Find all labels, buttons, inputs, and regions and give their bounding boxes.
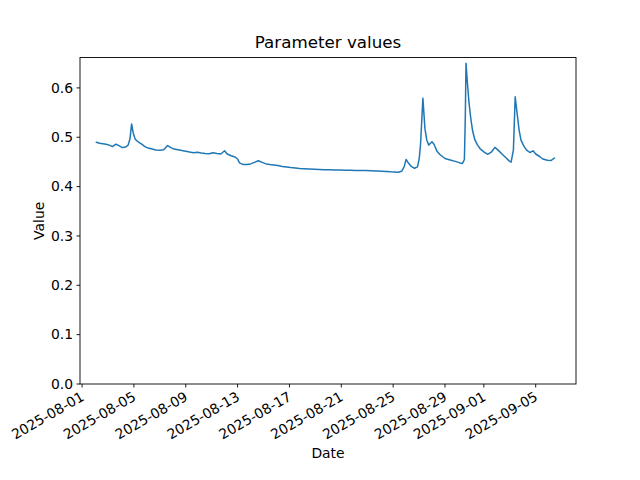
plot-frame bbox=[80, 58, 576, 385]
x-axis-ticks: 2025-08-012025-08-052025-08-092025-08-13… bbox=[9, 384, 541, 442]
y-tick-label: 0.5 bbox=[51, 129, 73, 145]
figure: 2025-08-012025-08-052025-08-092025-08-13… bbox=[0, 0, 640, 480]
data-series-line bbox=[96, 63, 554, 172]
y-tick-label: 0.4 bbox=[51, 178, 73, 194]
y-tick-label: 0.2 bbox=[51, 277, 73, 293]
x-axis-label: Date bbox=[311, 445, 344, 461]
axes-spines bbox=[80, 58, 576, 385]
y-tick-label: 0.1 bbox=[51, 326, 73, 342]
data-series bbox=[96, 63, 554, 172]
y-tick-label: 0.0 bbox=[51, 376, 73, 392]
y-tick-label: 0.3 bbox=[51, 228, 73, 244]
chart-title: Parameter values bbox=[255, 32, 401, 52]
y-tick-label: 0.6 bbox=[51, 80, 73, 96]
line-chart: 2025-08-012025-08-052025-08-092025-08-13… bbox=[0, 0, 640, 480]
y-axis-ticks: 0.0 0.1 0.2 0.3 0.4 0.5 0.6 bbox=[51, 80, 80, 392]
y-axis-label: Value bbox=[31, 202, 47, 240]
